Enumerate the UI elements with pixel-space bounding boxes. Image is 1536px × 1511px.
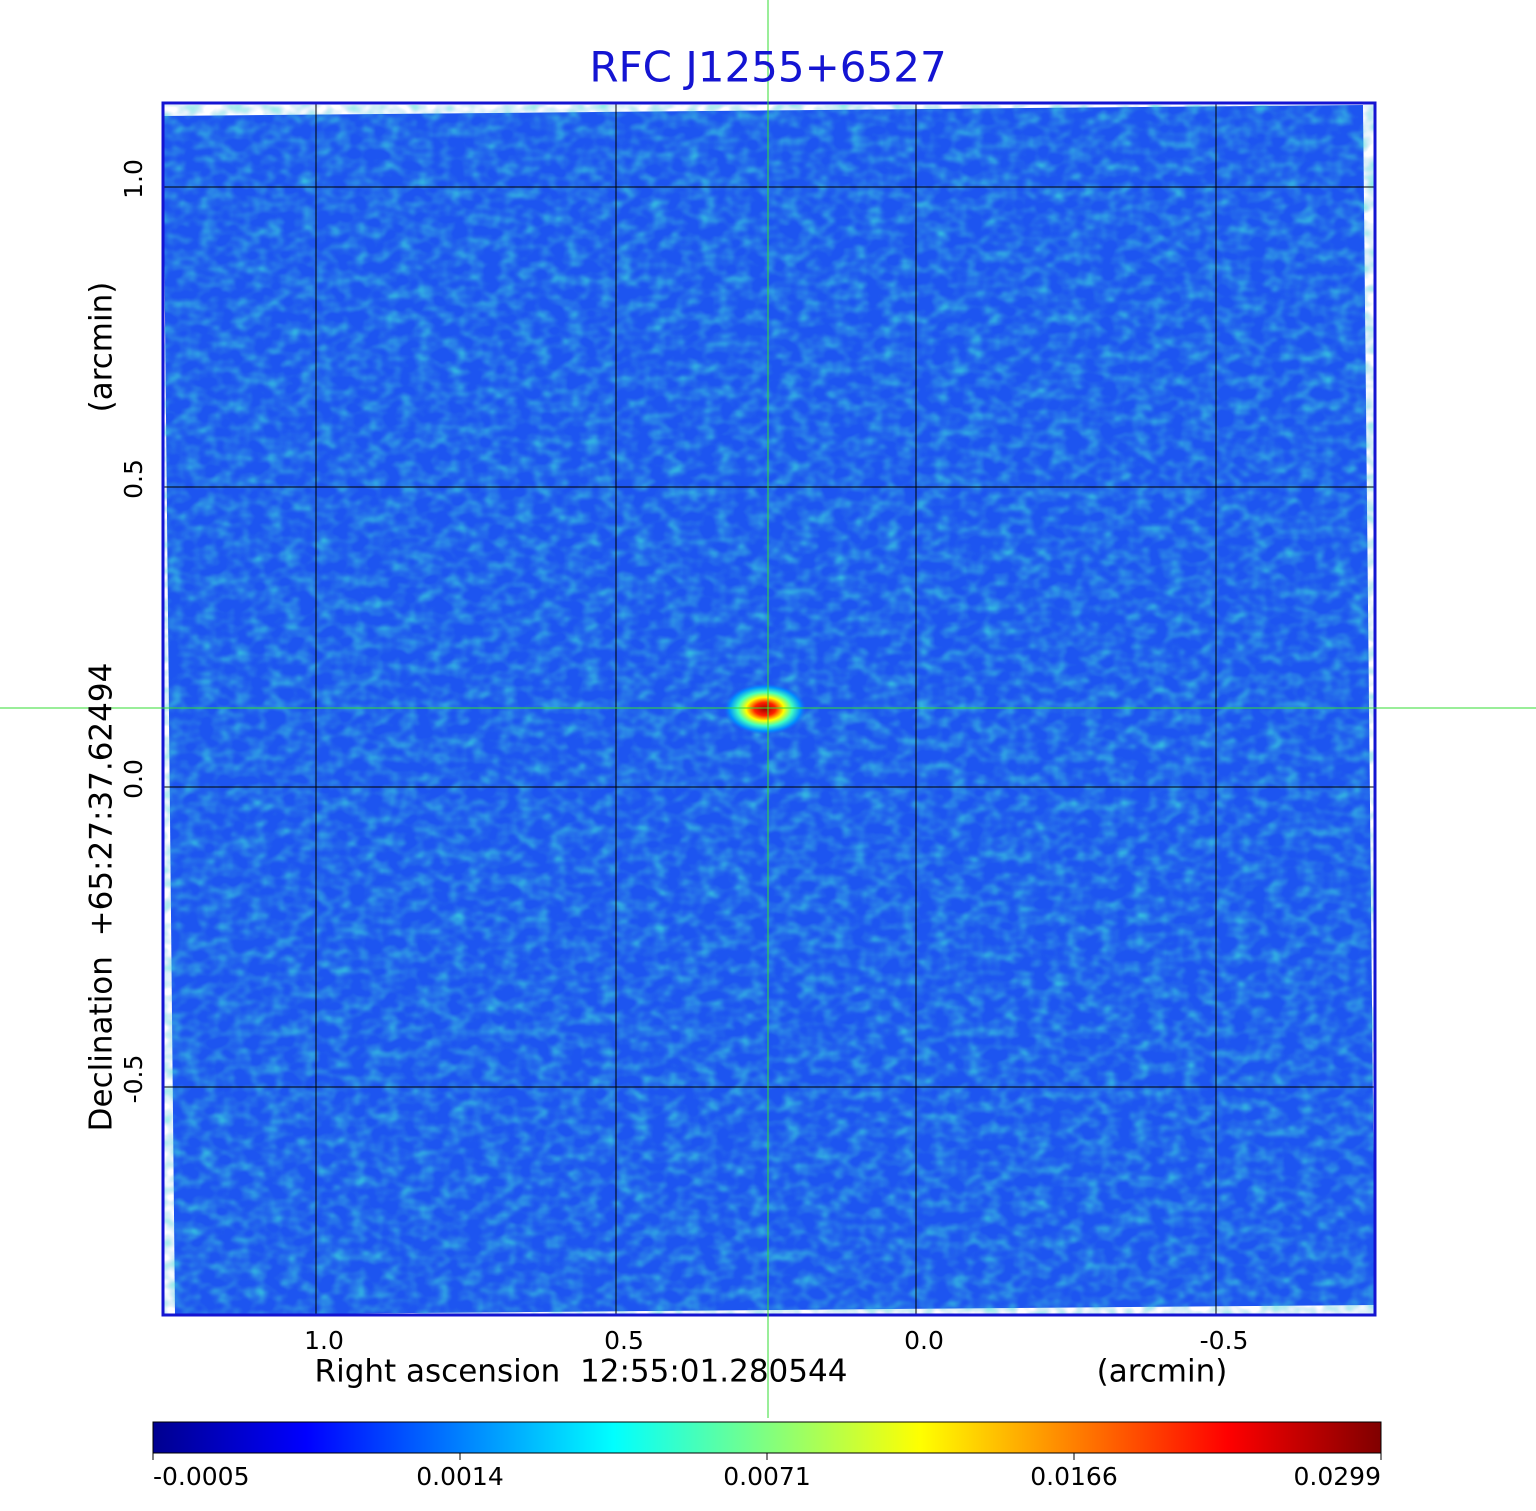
y-tick-label: -0.5 bbox=[119, 1055, 148, 1104]
colorbar bbox=[152, 1421, 1382, 1454]
colorbar-tick-label: 0.0014 bbox=[416, 1462, 503, 1491]
colorbar-tick-label: 0.0299 bbox=[1294, 1462, 1381, 1491]
colorbar-tick-label: 0.0166 bbox=[1030, 1462, 1117, 1491]
x-tick-label: 0.0 bbox=[904, 1326, 944, 1355]
y-tick-label: 0.5 bbox=[119, 459, 148, 499]
colorbar-tick-label: -0.0005 bbox=[153, 1462, 250, 1491]
colorbar-tick-label: 0.0071 bbox=[723, 1462, 810, 1491]
x-axis-unit: (arcmin) bbox=[1097, 1354, 1228, 1390]
y-axis-label: Declination +65:27:37.62494 bbox=[84, 663, 120, 1132]
frame bbox=[161, 101, 1377, 1317]
y-tick-label: 0.0 bbox=[119, 759, 148, 799]
sky-image bbox=[163, 105, 1375, 1315]
x-tick-label: 1.0 bbox=[304, 1326, 344, 1355]
x-tick-label: -0.5 bbox=[1200, 1326, 1249, 1355]
y-axis-unit: (arcmin) bbox=[84, 282, 120, 413]
x-axis-label: Right ascension 12:55:01.280544 bbox=[315, 1354, 848, 1390]
chart-title: RFC J1255+6527 bbox=[589, 43, 946, 92]
source bbox=[723, 683, 807, 735]
y-tick-label: 1.0 bbox=[119, 159, 148, 199]
grid bbox=[163, 103, 1375, 1315]
x-tick-label: 0.5 bbox=[604, 1326, 644, 1355]
